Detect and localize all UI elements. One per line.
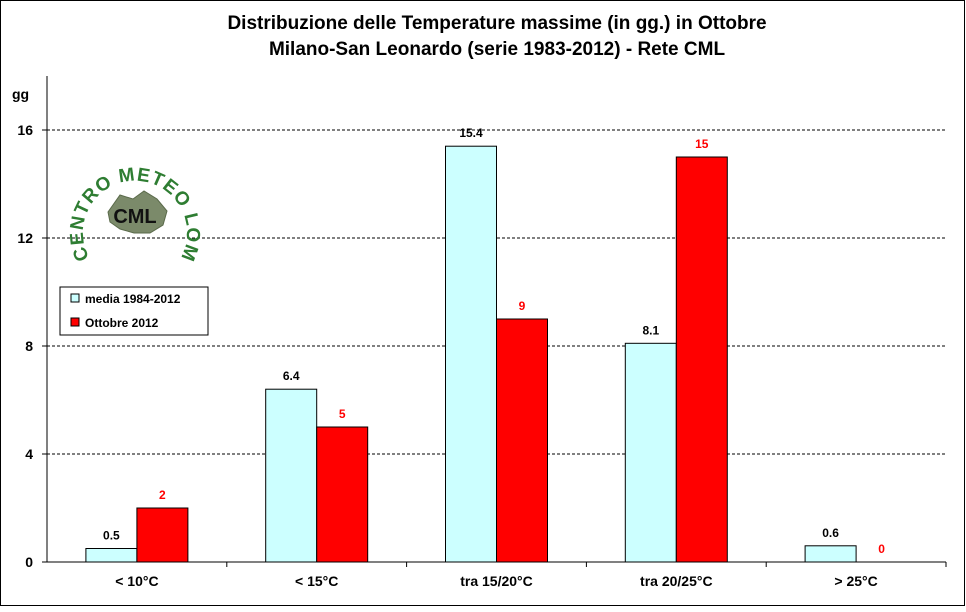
- y-tick-label-4: 4: [25, 446, 33, 462]
- legend-label-ottobre: Ottobre 2012: [85, 316, 159, 330]
- legend-swatch-ottobre: [70, 317, 80, 327]
- bar-media-2: [445, 145, 497, 563]
- y-tick-label-12: 12: [17, 230, 33, 246]
- data-label-ottobre-2: 9: [519, 299, 526, 313]
- y-axis-unit-label: gg: [12, 86, 29, 102]
- y-tick-label-16: 16: [17, 122, 33, 138]
- x-category-label: tra 20/25°C: [640, 573, 713, 589]
- x-category-label: > 25°C: [834, 573, 877, 589]
- bar-ottobre-2: [496, 318, 548, 563]
- data-label-media-3: 8.1: [642, 323, 659, 337]
- chart-title-line-1: Distribuzione delle Temperature massime …: [227, 13, 766, 34]
- x-category-label: tra 15/20°C: [460, 573, 533, 589]
- data-labels: 0.5 2 6.4 5 15.4 9 8.1 15 0.6 0: [103, 126, 885, 556]
- chart-title-line-2: Milano-San Leonardo (serie 1983-2012) - …: [269, 39, 726, 60]
- y-tick-label-8: 8: [25, 338, 33, 354]
- y-tick-label-0: 0: [25, 554, 33, 570]
- data-label-ottobre-0: 2: [159, 488, 166, 502]
- data-label-ottobre-1: 5: [339, 407, 346, 421]
- x-category-label: < 10°C: [115, 573, 158, 589]
- legend-box: [59, 286, 209, 336]
- x-axis-categories: < 10°C < 15°C tra 15/20°C tra 20/25°C > 25°C: [115, 562, 947, 589]
- legend: media 1984-2012 Ottobre 2012: [59, 286, 209, 336]
- legend-swatch-media: [70, 293, 80, 303]
- data-label-ottobre-4: 0: [878, 542, 885, 556]
- bar-media-1: [265, 388, 318, 563]
- data-label-media-2: 15.4: [459, 126, 483, 140]
- data-label-media-1: 6.4: [283, 369, 300, 383]
- data-label-media-0: 0.5: [103, 529, 120, 543]
- data-label-ottobre-3: 15: [695, 137, 709, 151]
- bar-media-4: [804, 545, 857, 563]
- bars: [85, 145, 857, 563]
- bar-ottobre-0: [136, 507, 189, 563]
- lombardy-map-icon: [107, 190, 168, 234]
- bar-media-3: [624, 342, 677, 563]
- bar-media-0: [85, 548, 138, 563]
- logo-center-text: CML: [113, 206, 156, 228]
- y-axis-ticks: 0 4 8 12 16: [17, 122, 47, 570]
- data-label-media-4: 0.6: [822, 526, 839, 540]
- legend-label-media: media 1984-2012: [85, 292, 181, 306]
- bar-ottobre-1: [316, 426, 369, 563]
- bar-ottobre-3: [675, 156, 728, 563]
- x-category-label: < 15°C: [295, 573, 338, 589]
